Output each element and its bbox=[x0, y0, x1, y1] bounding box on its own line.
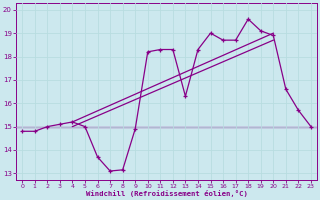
X-axis label: Windchill (Refroidissement éolien,°C): Windchill (Refroidissement éolien,°C) bbox=[86, 190, 248, 197]
